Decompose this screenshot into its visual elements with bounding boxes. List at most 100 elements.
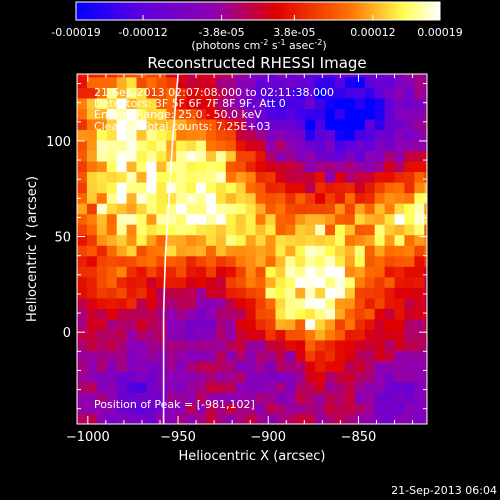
heatmap-cell <box>206 329 217 341</box>
heatmap-cell <box>364 287 376 299</box>
heatmap-cell <box>255 234 267 246</box>
heatmap-cell <box>106 118 118 130</box>
heatmap-cell <box>354 118 366 130</box>
heatmap-cell <box>156 255 167 267</box>
heatmap-cell <box>255 150 267 162</box>
heatmap-cell <box>374 108 386 120</box>
heatmap-cell <box>86 360 98 372</box>
heatmap-cell <box>414 308 425 320</box>
heatmap-cell <box>186 360 197 372</box>
heatmap-cell <box>394 392 405 404</box>
heatmap-cell <box>305 224 316 236</box>
heatmap-cell <box>295 97 306 109</box>
heatmap-cell <box>414 140 425 152</box>
heatmap-cell <box>265 413 276 424</box>
heatmap-cell <box>404 276 415 288</box>
heatmap-cell <box>186 87 197 99</box>
heatmap-cell <box>166 287 177 299</box>
heatmap-cell <box>166 403 177 415</box>
heatmap-cell <box>206 203 217 215</box>
heatmap-cell <box>156 297 167 309</box>
heatmap-cell <box>374 413 386 424</box>
heatmap-cell <box>305 403 316 415</box>
heatmap-cell <box>96 413 108 424</box>
heatmap-cell <box>77 276 88 288</box>
heatmap-cell <box>77 266 88 278</box>
heatmap-cell <box>126 118 138 130</box>
heatmap-cell <box>146 76 157 88</box>
heatmap-cell <box>225 329 237 341</box>
heatmap-cell <box>136 213 147 225</box>
heatmap-cell <box>106 403 118 415</box>
heatmap-cell <box>206 87 217 99</box>
heatmap-cell <box>384 381 396 393</box>
heatmap-cell <box>364 203 376 215</box>
heatmap-cell <box>186 350 197 362</box>
heatmap-cell <box>364 403 376 415</box>
heatmap-cell <box>106 150 118 162</box>
heatmap-cell <box>315 403 326 415</box>
heatmap-cell <box>255 192 267 204</box>
heatmap-cell <box>394 350 405 362</box>
heatmap-cell <box>344 308 356 320</box>
heatmap-cell <box>77 224 88 236</box>
heatmap-cell <box>295 74 306 78</box>
heatmap-cell <box>374 76 386 88</box>
heatmap-cell <box>394 108 405 120</box>
heatmap-cell <box>106 74 118 78</box>
heatmap-cell <box>335 213 346 225</box>
heatmap-cell <box>325 276 336 288</box>
heatmap-cell <box>235 245 247 257</box>
heatmap-cell <box>344 234 356 246</box>
heatmap-cell <box>156 97 167 109</box>
heatmap-cell <box>176 276 187 288</box>
heatmap-cell <box>364 118 376 130</box>
heatmap-cell <box>325 129 336 141</box>
heatmap-cell <box>156 76 167 88</box>
heatmap-cell <box>344 150 356 162</box>
heatmap-cell <box>394 360 405 372</box>
heatmap-cell <box>225 192 237 204</box>
heatmap-cell <box>96 203 108 215</box>
heatmap-cell <box>364 329 376 341</box>
heatmap-cell <box>116 203 128 215</box>
heatmap-cell <box>315 224 326 236</box>
heatmap-cell <box>305 318 316 330</box>
heatmap-cell <box>116 403 128 415</box>
heatmap-cell <box>245 371 257 383</box>
heatmap-cell <box>86 161 98 173</box>
heatmap-cell <box>96 245 108 257</box>
heatmap-cell <box>325 339 336 351</box>
heatmap-cell <box>146 182 157 194</box>
heatmap-cell <box>176 192 187 204</box>
heatmap-cell <box>186 161 197 173</box>
heatmap-cell <box>215 171 227 183</box>
heatmap-cell <box>424 87 427 99</box>
heatmap-cell <box>215 297 227 309</box>
heatmap-cell <box>275 318 286 330</box>
colorbar-tick-label: 0.00019 <box>417 26 463 39</box>
annotation-block: 21-Sep-2013 02:07:08.000 to 02:11:38.000… <box>94 86 334 133</box>
heatmap-cell <box>136 339 147 351</box>
heatmap-cell <box>354 161 366 173</box>
heatmap-cell <box>325 140 336 152</box>
heatmap-cell <box>424 203 427 215</box>
heatmap-cell <box>374 171 386 183</box>
heatmap-cell <box>404 213 415 225</box>
heatmap-cell <box>77 318 88 330</box>
heatmap-cell <box>315 171 326 183</box>
heatmap-cell <box>305 392 316 404</box>
heatmap-cell <box>315 97 326 109</box>
heatmap-cell <box>394 97 405 109</box>
heatmap-cell <box>166 245 177 257</box>
heatmap-cell <box>384 276 396 288</box>
heatmap-cell <box>424 76 427 88</box>
heatmap-cell <box>106 318 118 330</box>
heatmap-cell <box>86 213 98 225</box>
heatmap-cell <box>225 245 237 257</box>
heatmap-cell <box>215 255 227 267</box>
heatmap-cell <box>344 108 356 120</box>
heatmap-cell <box>394 276 405 288</box>
heatmap-cell <box>414 224 425 236</box>
heatmap-cell <box>106 371 118 383</box>
